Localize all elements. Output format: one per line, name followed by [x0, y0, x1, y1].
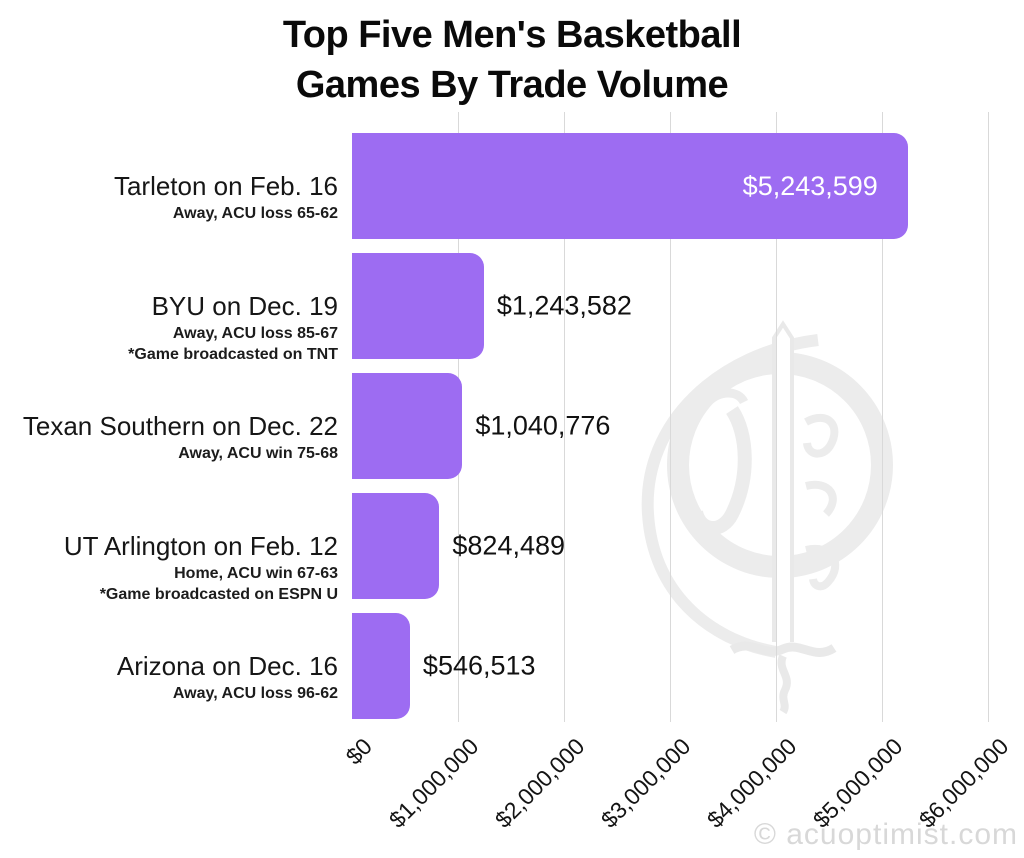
- bar-row: Arizona on Dec. 16 Away, ACU loss 96-62 $5…: [0, 613, 1024, 719]
- watermark-logo: [580, 318, 980, 718]
- bar-row: UT Arlington on Feb. 12 Home, ACU win 67-…: [0, 493, 1024, 603]
- category-label: UT Arlington on Feb. 12: [63, 531, 338, 561]
- watermark-credit: © acuoptimist.com: [753, 818, 1018, 851]
- optimist-sword-crest-logo: [641, 320, 893, 715]
- bar-value-label: $824,489: [452, 530, 566, 561]
- bar-value-label: $5,243,599: [742, 170, 878, 201]
- gridline: [563, 112, 565, 722]
- bar: [352, 253, 484, 359]
- category-sublabel: Away, ACU win 75-68: [178, 445, 338, 462]
- gridline: [987, 112, 989, 722]
- gridline: [775, 112, 777, 722]
- chart-title-line-1: Top Five Men's Basketball: [282, 14, 742, 56]
- category-label-block: UT Arlington on Feb. 12 Home, ACU win 67-…: [64, 529, 338, 605]
- category-label-block: Texan Southern on Dec. 22 Away, ACU win 7…: [23, 409, 338, 464]
- category-sublabel: Home, ACU win 67-63: [174, 565, 338, 582]
- category-sublabel: Away, ACU loss 96-62: [172, 685, 338, 702]
- category-label-block: Arizona on Dec. 16 Away, ACU loss 96-62: [117, 649, 338, 704]
- bar-value-label: $1,040,776: [475, 410, 611, 441]
- bar-row: BYU on Dec. 19 Away, ACU loss 85-67 *Game …: [0, 253, 1024, 363]
- chart-title: Top Five Men's Basketball Games By Trade…: [0, 10, 1024, 110]
- bar: $5,243,599: [352, 133, 908, 239]
- gridline: [881, 112, 883, 722]
- bar-row: Tarleton on Feb. 16 Away, ACU loss 65-62 $…: [0, 133, 1024, 239]
- category-label: Tarleton on Feb. 16: [113, 171, 338, 201]
- bar: [352, 493, 440, 599]
- category-label: Texan Southern on Dec. 22: [22, 411, 338, 441]
- bar-value-label: $1,243,582: [496, 290, 632, 321]
- category-sublabel: *Game broadcasted on ESPN U: [99, 586, 338, 603]
- bar-value-label: $546,513: [422, 650, 536, 681]
- chart-title-line-2: Games By Trade Volume: [295, 64, 729, 106]
- category-sublabel: *Game broadcasted on TNT: [128, 346, 338, 363]
- category-sublabel: Away, ACU loss 65-62: [172, 205, 338, 222]
- bar-row: Texan Southern on Dec. 22 Away, ACU win 7…: [0, 373, 1024, 479]
- category-sublabel: Away, ACU loss 85-67: [172, 325, 338, 342]
- category-label: Arizona on Dec. 16: [116, 651, 338, 681]
- bar: [352, 613, 410, 719]
- bar: [352, 373, 463, 479]
- category-label-block: Tarleton on Feb. 16 Away, ACU loss 65-62: [114, 169, 338, 224]
- category-label-block: BYU on Dec. 19 Away, ACU loss 85-67 *Game …: [128, 289, 338, 365]
- category-label: BYU on Dec. 19: [151, 291, 338, 321]
- gridline: [669, 112, 671, 722]
